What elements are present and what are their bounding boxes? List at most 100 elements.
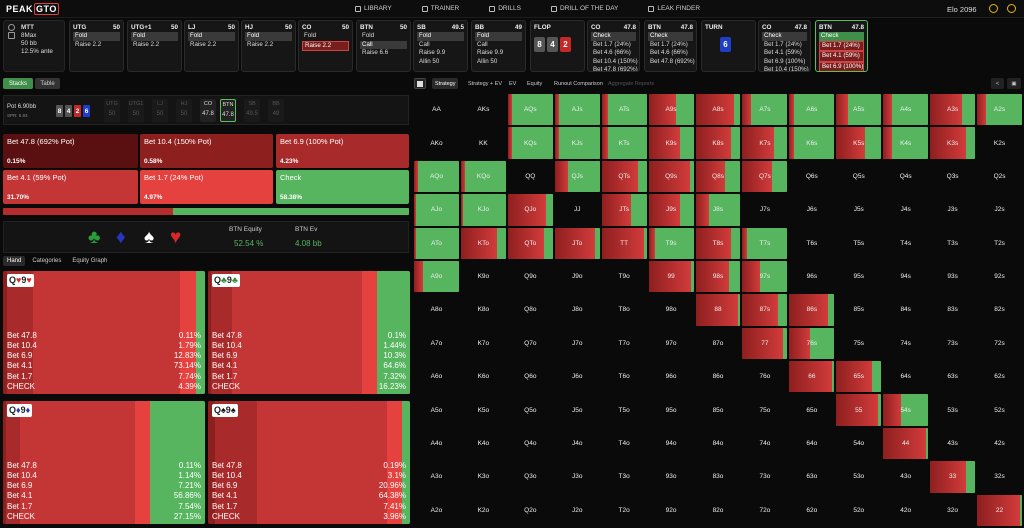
hand-cell[interactable]: ATo (414, 227, 459, 259)
tab-categories[interactable]: Categories (32, 258, 62, 264)
tab-table[interactable]: Table (35, 78, 60, 89)
hand-cell[interactable]: A4o (414, 427, 459, 460)
combo-card-2[interactable]: Q♦9♦ Bet 47.8 0.11% Bet 10.4 1.14% Bet 6.9 7.2… (3, 401, 205, 524)
hand-cell[interactable]: KJo (460, 194, 506, 226)
hand-cell[interactable]: AKo (414, 127, 459, 159)
square-toggle[interactable] (414, 78, 426, 89)
hand-cell[interactable]: Q3o (507, 461, 553, 493)
hand-cell[interactable]: Q7o (507, 327, 553, 360)
hand-cell[interactable]: T3s (930, 227, 976, 259)
hand-cell[interactable]: A2s (977, 94, 1022, 126)
action-summary-4[interactable]: Bet 1.7 (24% Pot) 4.97% (140, 170, 273, 204)
action-option[interactable]: Fold (417, 32, 464, 41)
tab-hand[interactable]: Hand (3, 256, 26, 266)
position-box-co[interactable]: CO 50 Fold Raise 2.2 (298, 20, 353, 72)
user-icon[interactable] (1007, 4, 1016, 13)
hand-cell[interactable]: 73s (930, 327, 976, 360)
flop-box[interactable]: FLOP 8 4 2 (530, 20, 585, 72)
action-option[interactable]: Bet 1.7 (24%) (593, 40, 631, 48)
hand-cell[interactable]: QJs (554, 160, 600, 193)
hand-cell[interactable]: JTs (601, 194, 647, 226)
hand-cell[interactable]: 87s (742, 294, 788, 326)
action-option[interactable]: Bet 4.6 (66%) (593, 49, 631, 56)
hand-cell[interactable]: A3o (414, 461, 459, 493)
hand-cell[interactable]: 72s (977, 327, 1022, 360)
hand-cell[interactable]: K5o (460, 394, 506, 426)
hand-cell[interactable]: Q7s (742, 160, 788, 193)
seat-co[interactable]: CO 47.8 (200, 99, 216, 122)
hand-cell[interactable]: 75o (742, 394, 788, 426)
hand-cell[interactable]: T2s (977, 227, 1022, 259)
nav-drills[interactable]: DRILLS (489, 5, 521, 12)
hand-cell[interactable]: A3s (930, 94, 976, 126)
hand-cell[interactable]: AQo (414, 160, 459, 193)
position-box-btn[interactable]: BTN 50 Fold Call Raise 6.6 (356, 20, 411, 72)
position-box-hj[interactable]: HJ 50 Fold Raise 2.2 (241, 20, 296, 72)
hand-cell[interactable]: 22 (977, 494, 1022, 526)
nav-leak-finder[interactable]: LEAK FINDER (648, 5, 700, 12)
hand-cell[interactable]: K4o (460, 427, 506, 460)
action-option[interactable]: Allin 50 (419, 57, 440, 65)
action-option[interactable]: Fold (362, 32, 375, 39)
hand-cell[interactable]: 98s (695, 260, 741, 293)
diamond-filter-icon[interactable]: ♦ (116, 227, 126, 248)
hand-cell[interactable]: Q8o (507, 294, 553, 326)
hand-cell[interactable]: 85o (695, 394, 741, 426)
hand-cell[interactable]: 33 (930, 461, 976, 493)
tab-aggregate-reports[interactable]: Aggregate Reports (608, 80, 655, 87)
nav-drill-of-the-day[interactable]: DRILL OF THE DAY (551, 5, 618, 12)
action-option[interactable]: Bet 10.4 (150%) (593, 57, 638, 65)
hand-cell[interactable]: 76s (789, 327, 835, 360)
action-option[interactable]: Raise 2.2 (302, 40, 349, 51)
share-icon[interactable]: < (991, 78, 1004, 89)
hand-cell[interactable]: 86s (789, 294, 835, 326)
hand-cell[interactable]: AA (414, 94, 459, 126)
hand-cell[interactable]: J7o (554, 327, 600, 360)
seat-utg[interactable]: UTG 50 (104, 99, 120, 122)
hand-cell[interactable]: T4o (601, 427, 647, 460)
hand-cell[interactable]: 96s (789, 260, 835, 293)
hand-cell[interactable]: 75s (836, 327, 882, 360)
hand-cell[interactable]: 94o (648, 427, 694, 460)
hand-cell[interactable]: K6o (460, 361, 506, 393)
hand-cell[interactable]: T9s (648, 227, 694, 259)
action-summary-5[interactable]: Check 58.38% (276, 170, 409, 204)
action-option[interactable]: Bet 10.4 (150%) (764, 66, 809, 72)
hand-cell[interactable]: J8s (695, 194, 741, 226)
hand-cell[interactable]: A2o (414, 494, 459, 526)
action-option[interactable]: Call (360, 40, 407, 49)
hand-cell[interactable]: 94s (883, 260, 929, 293)
hand-cell[interactable]: 84o (695, 427, 741, 460)
hand-cell[interactable]: K8s (695, 127, 741, 159)
seat-sb[interactable]: SB 49.5 (244, 99, 260, 122)
hand-cell[interactable]: 74s (883, 327, 929, 360)
hand-cell[interactable]: JJ (554, 194, 600, 226)
hand-cell[interactable]: 62s (977, 361, 1022, 393)
hand-cell[interactable]: 77 (742, 327, 788, 360)
hand-cell[interactable]: K5s (836, 127, 882, 159)
hand-cell[interactable]: 42s (977, 427, 1022, 460)
hand-cell[interactable]: AJs (554, 94, 600, 126)
action-option[interactable]: Fold (188, 32, 235, 41)
hand-cell[interactable]: Q4s (883, 160, 929, 193)
action-option[interactable]: Check (591, 32, 636, 41)
hand-cell[interactable]: J8o (554, 294, 600, 326)
hand-cell[interactable]: 65o (789, 394, 835, 426)
hand-cell[interactable]: A5s (836, 94, 882, 126)
hand-cell[interactable]: 53o (836, 461, 882, 493)
hand-cell[interactable]: J3s (930, 194, 976, 226)
hand-cell[interactable]: K7o (460, 327, 506, 360)
hand-cell[interactable]: 88 (695, 294, 741, 326)
action-option[interactable]: Bet 6.9 (100%) (819, 61, 864, 71)
hand-cell[interactable]: K3o (460, 461, 506, 493)
hand-cell[interactable]: J6o (554, 361, 600, 393)
seat-bb[interactable]: BB 49 (268, 99, 284, 122)
hand-cell[interactable]: J7s (742, 194, 788, 226)
hand-cell[interactable]: Q3s (930, 160, 976, 193)
action-summary-2[interactable]: Bet 6.9 (100% Pot) 4.23% (276, 134, 409, 168)
position-box-utg-1[interactable]: UTG+1 50 Fold Raise 2.2 (127, 20, 182, 72)
hand-cell[interactable]: 83o (695, 461, 741, 493)
action-option[interactable]: Fold (475, 32, 522, 41)
hand-cell[interactable]: A5o (414, 394, 459, 426)
turn-box[interactable]: TURN 6 (701, 20, 756, 72)
